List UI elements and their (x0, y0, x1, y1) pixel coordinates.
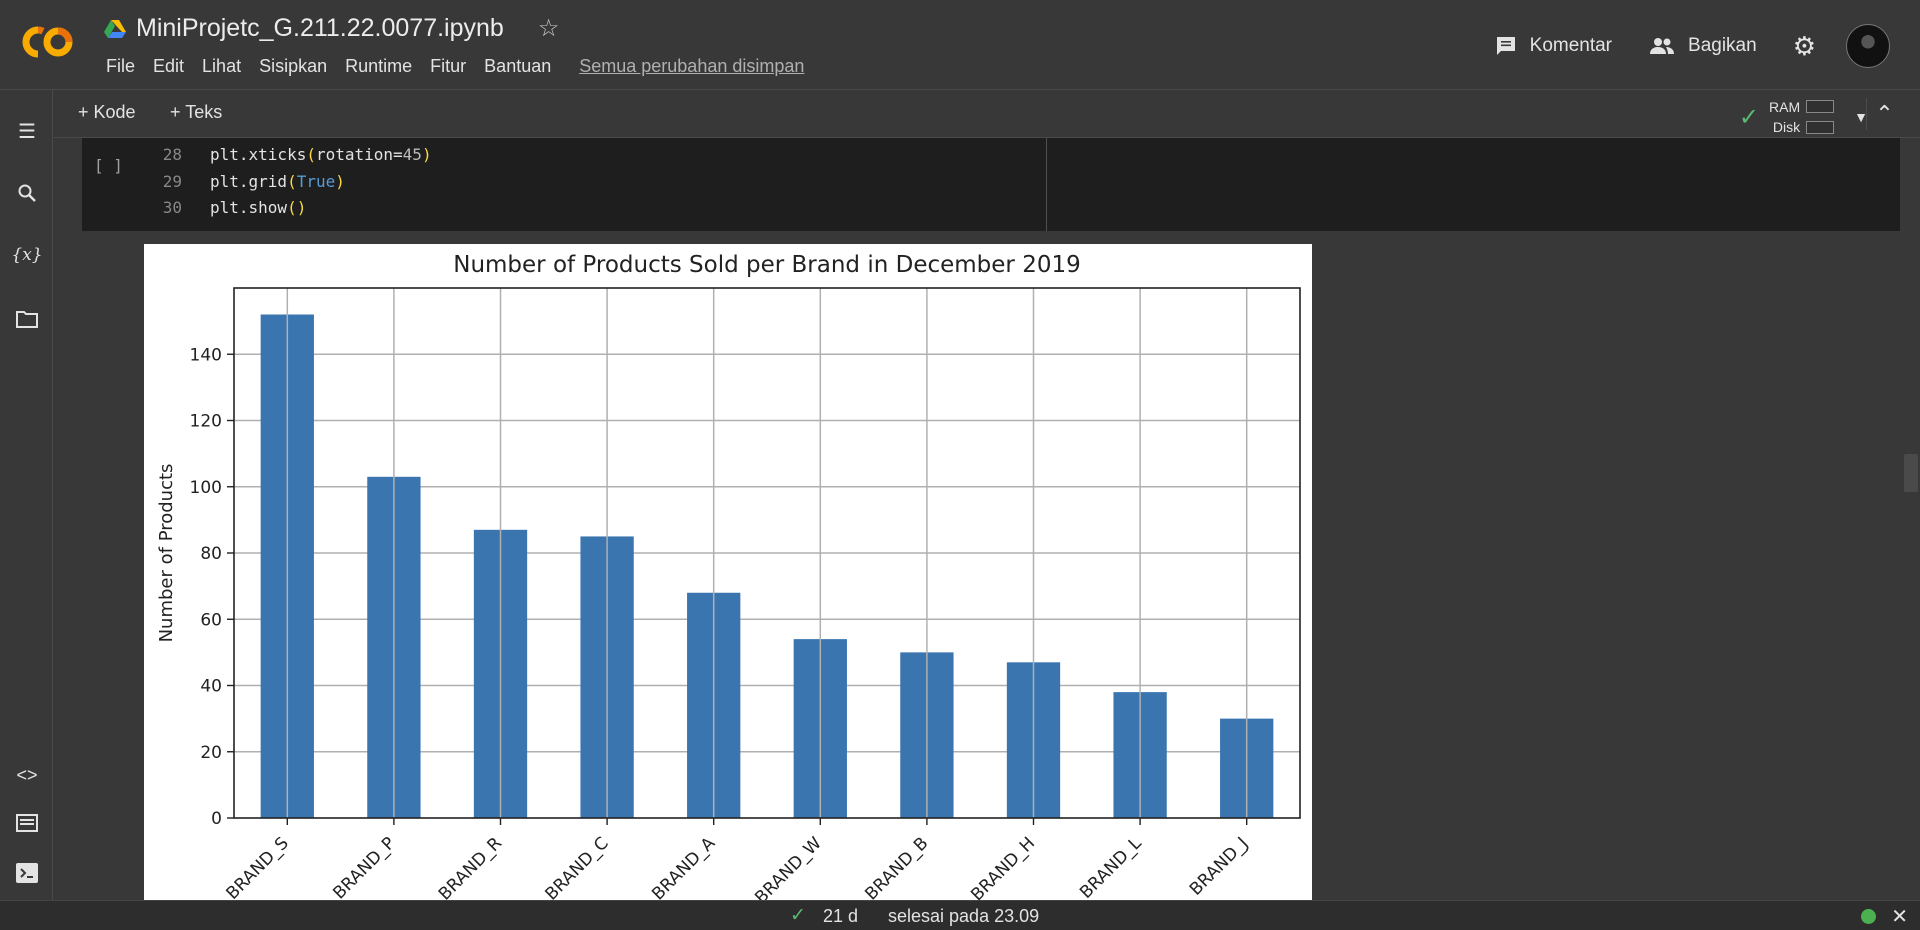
left-rail: ☰ {x} <> (0, 90, 53, 900)
x-tick-label: BRAND_L (1076, 833, 1146, 900)
y-tick-label: 120 (190, 412, 222, 432)
comment-icon (1496, 37, 1515, 55)
dropdown-caret-icon[interactable]: ▼ (1854, 109, 1868, 125)
menu-file[interactable]: File (106, 56, 136, 76)
check-icon: ✓ (1738, 103, 1760, 131)
code-token: plt.grid (210, 171, 288, 191)
star-icon[interactable]: ☆ (537, 15, 560, 42)
variables-icon[interactable]: {x} (11, 245, 43, 265)
chart-title: Number of Products Sold per Brand in Dec… (453, 252, 1081, 278)
menu-view[interactable]: Lihat (202, 56, 242, 76)
disk-label: Disk (1772, 119, 1801, 135)
code-token: ( (287, 171, 297, 191)
comment-button[interactable]: Komentar (1494, 34, 1612, 58)
status-bar: ✓ 21 d selesai pada 23.09 ✕ (0, 900, 1920, 930)
code-token: rotation (315, 145, 394, 164)
people-icon (1650, 38, 1675, 54)
x-tick-label: BRAND_H (967, 833, 1039, 900)
gear-icon: ⚙ (1792, 30, 1816, 61)
comment-label: Komentar (1529, 35, 1613, 56)
command-palette-icon[interactable] (14, 810, 40, 836)
colab-logo[interactable] (18, 22, 78, 62)
line-number: 30 (162, 198, 182, 217)
table-of-contents-icon[interactable]: ☰ (18, 120, 36, 143)
elapsed-time: 21 d (823, 906, 859, 926)
x-tick-label: BRAND_W (751, 833, 826, 900)
menu-help[interactable]: Bantuan (484, 56, 552, 76)
code-token: 45 (402, 145, 422, 164)
close-icon[interactable]: ✕ (1891, 906, 1908, 928)
code-editor[interactable]: 28 plt.xticks(rotation=45) 29 plt.grid(True… (142, 142, 432, 222)
code-token: True (296, 171, 336, 191)
add-text-button[interactable]: + Teks (170, 102, 223, 122)
code-line[interactable]: 29 plt.grid(True) (142, 169, 432, 196)
code-line[interactable]: 28 plt.xticks(rotation=45) (142, 142, 432, 169)
search-icon[interactable] (14, 180, 40, 206)
y-tick-label: 100 (190, 478, 222, 498)
y-tick-label: 60 (200, 610, 222, 630)
code-token: = (393, 145, 403, 164)
x-tick-label: BRAND_A (648, 833, 719, 900)
add-code-button[interactable]: + Kode (78, 102, 136, 122)
terminal-icon[interactable] (14, 860, 40, 886)
notebook-main: [ ] 28 plt.xticks(rotation=45) 29 plt.grid(… (54, 138, 1920, 900)
line-number: 29 (162, 171, 182, 191)
menu-tools[interactable]: Fitur (430, 56, 467, 76)
menu-insert[interactable]: Sisipkan (259, 56, 328, 76)
y-tick-label: 0 (211, 809, 222, 829)
top-header: MiniProjetc_G.211.22.0077.ipynb ☆ File E… (0, 0, 1920, 90)
line-number: 28 (162, 145, 182, 164)
disk-bar (1806, 121, 1835, 134)
avatar[interactable] (1846, 24, 1890, 68)
code-token: plt.xticks (210, 145, 307, 164)
cell-output: 0 20 40 60 80 100 120 140 BRAND_S BRAND_P BRAND_R B… (144, 244, 1312, 900)
y-tick-label: 140 (190, 345, 222, 365)
google-drive-icon[interactable] (104, 19, 126, 39)
share-button[interactable]: Bagikan (1648, 35, 1757, 57)
code-snippets-icon[interactable]: <> (16, 764, 38, 785)
code-line[interactable]: 30 plt.show() (142, 195, 432, 222)
x-tick-label: BRAND_S (222, 833, 292, 900)
y-tick-label: 80 (200, 544, 222, 564)
code-token: () (287, 198, 307, 217)
saved-status-link[interactable]: Semua perubahan disimpan (579, 56, 805, 76)
x-tick-label: BRAND_C (542, 833, 613, 900)
scrollbar-thumb[interactable] (1904, 454, 1918, 492)
notebook-toolbar: + Kode + Teks ✓ RAM Disk ▼ ⌃ (54, 90, 1920, 138)
x-tick-label: BRAND_P (329, 833, 399, 900)
menu-runtime[interactable]: Runtime (345, 56, 413, 76)
x-tick-label: BRAND_R (435, 833, 506, 900)
y-axis-label: Number of Products (156, 464, 177, 643)
x-tick-label: BRAND_J (1186, 833, 1252, 899)
y-tick-label: 20 (200, 743, 222, 763)
resource-indicator[interactable]: ✓ RAM Disk ▼ (1739, 96, 1868, 138)
completion-status: selesai pada 23.09 (888, 906, 1040, 926)
x-tick-label: BRAND_B (861, 833, 932, 900)
ram-bar (1806, 100, 1835, 113)
folder-icon[interactable] (14, 306, 40, 332)
code-token: ) (335, 171, 345, 191)
run-cell-button[interactable]: [ ] (94, 156, 123, 175)
code-token: plt.show (210, 198, 288, 217)
collapse-header-icon[interactable]: ⌃ (1866, 98, 1902, 130)
share-label: Bagikan (1688, 35, 1757, 56)
menu-edit[interactable]: Edit (153, 56, 185, 76)
code-token: ( (306, 145, 316, 164)
notebook-title[interactable]: MiniProjetc_G.211.22.0077.ipynb (136, 14, 504, 42)
success-check-icon: ✓ (790, 905, 806, 926)
connection-status-dot (1861, 909, 1876, 924)
ram-label: RAM (1769, 99, 1801, 115)
menu-bar: File Edit Lihat Sisipkan Runtime Fitur B… (97, 56, 813, 77)
bar-chart: 0 20 40 60 80 100 120 140 BRAND_S BRAND_P BRAND_R B… (156, 252, 1301, 900)
settings-button[interactable]: ⚙ (1793, 31, 1816, 62)
code-token: ) (421, 145, 432, 164)
y-tick-label: 40 (200, 677, 222, 697)
code-cell[interactable]: [ ] 28 plt.xticks(rotation=45) 29 plt.grid(… (82, 138, 1900, 231)
